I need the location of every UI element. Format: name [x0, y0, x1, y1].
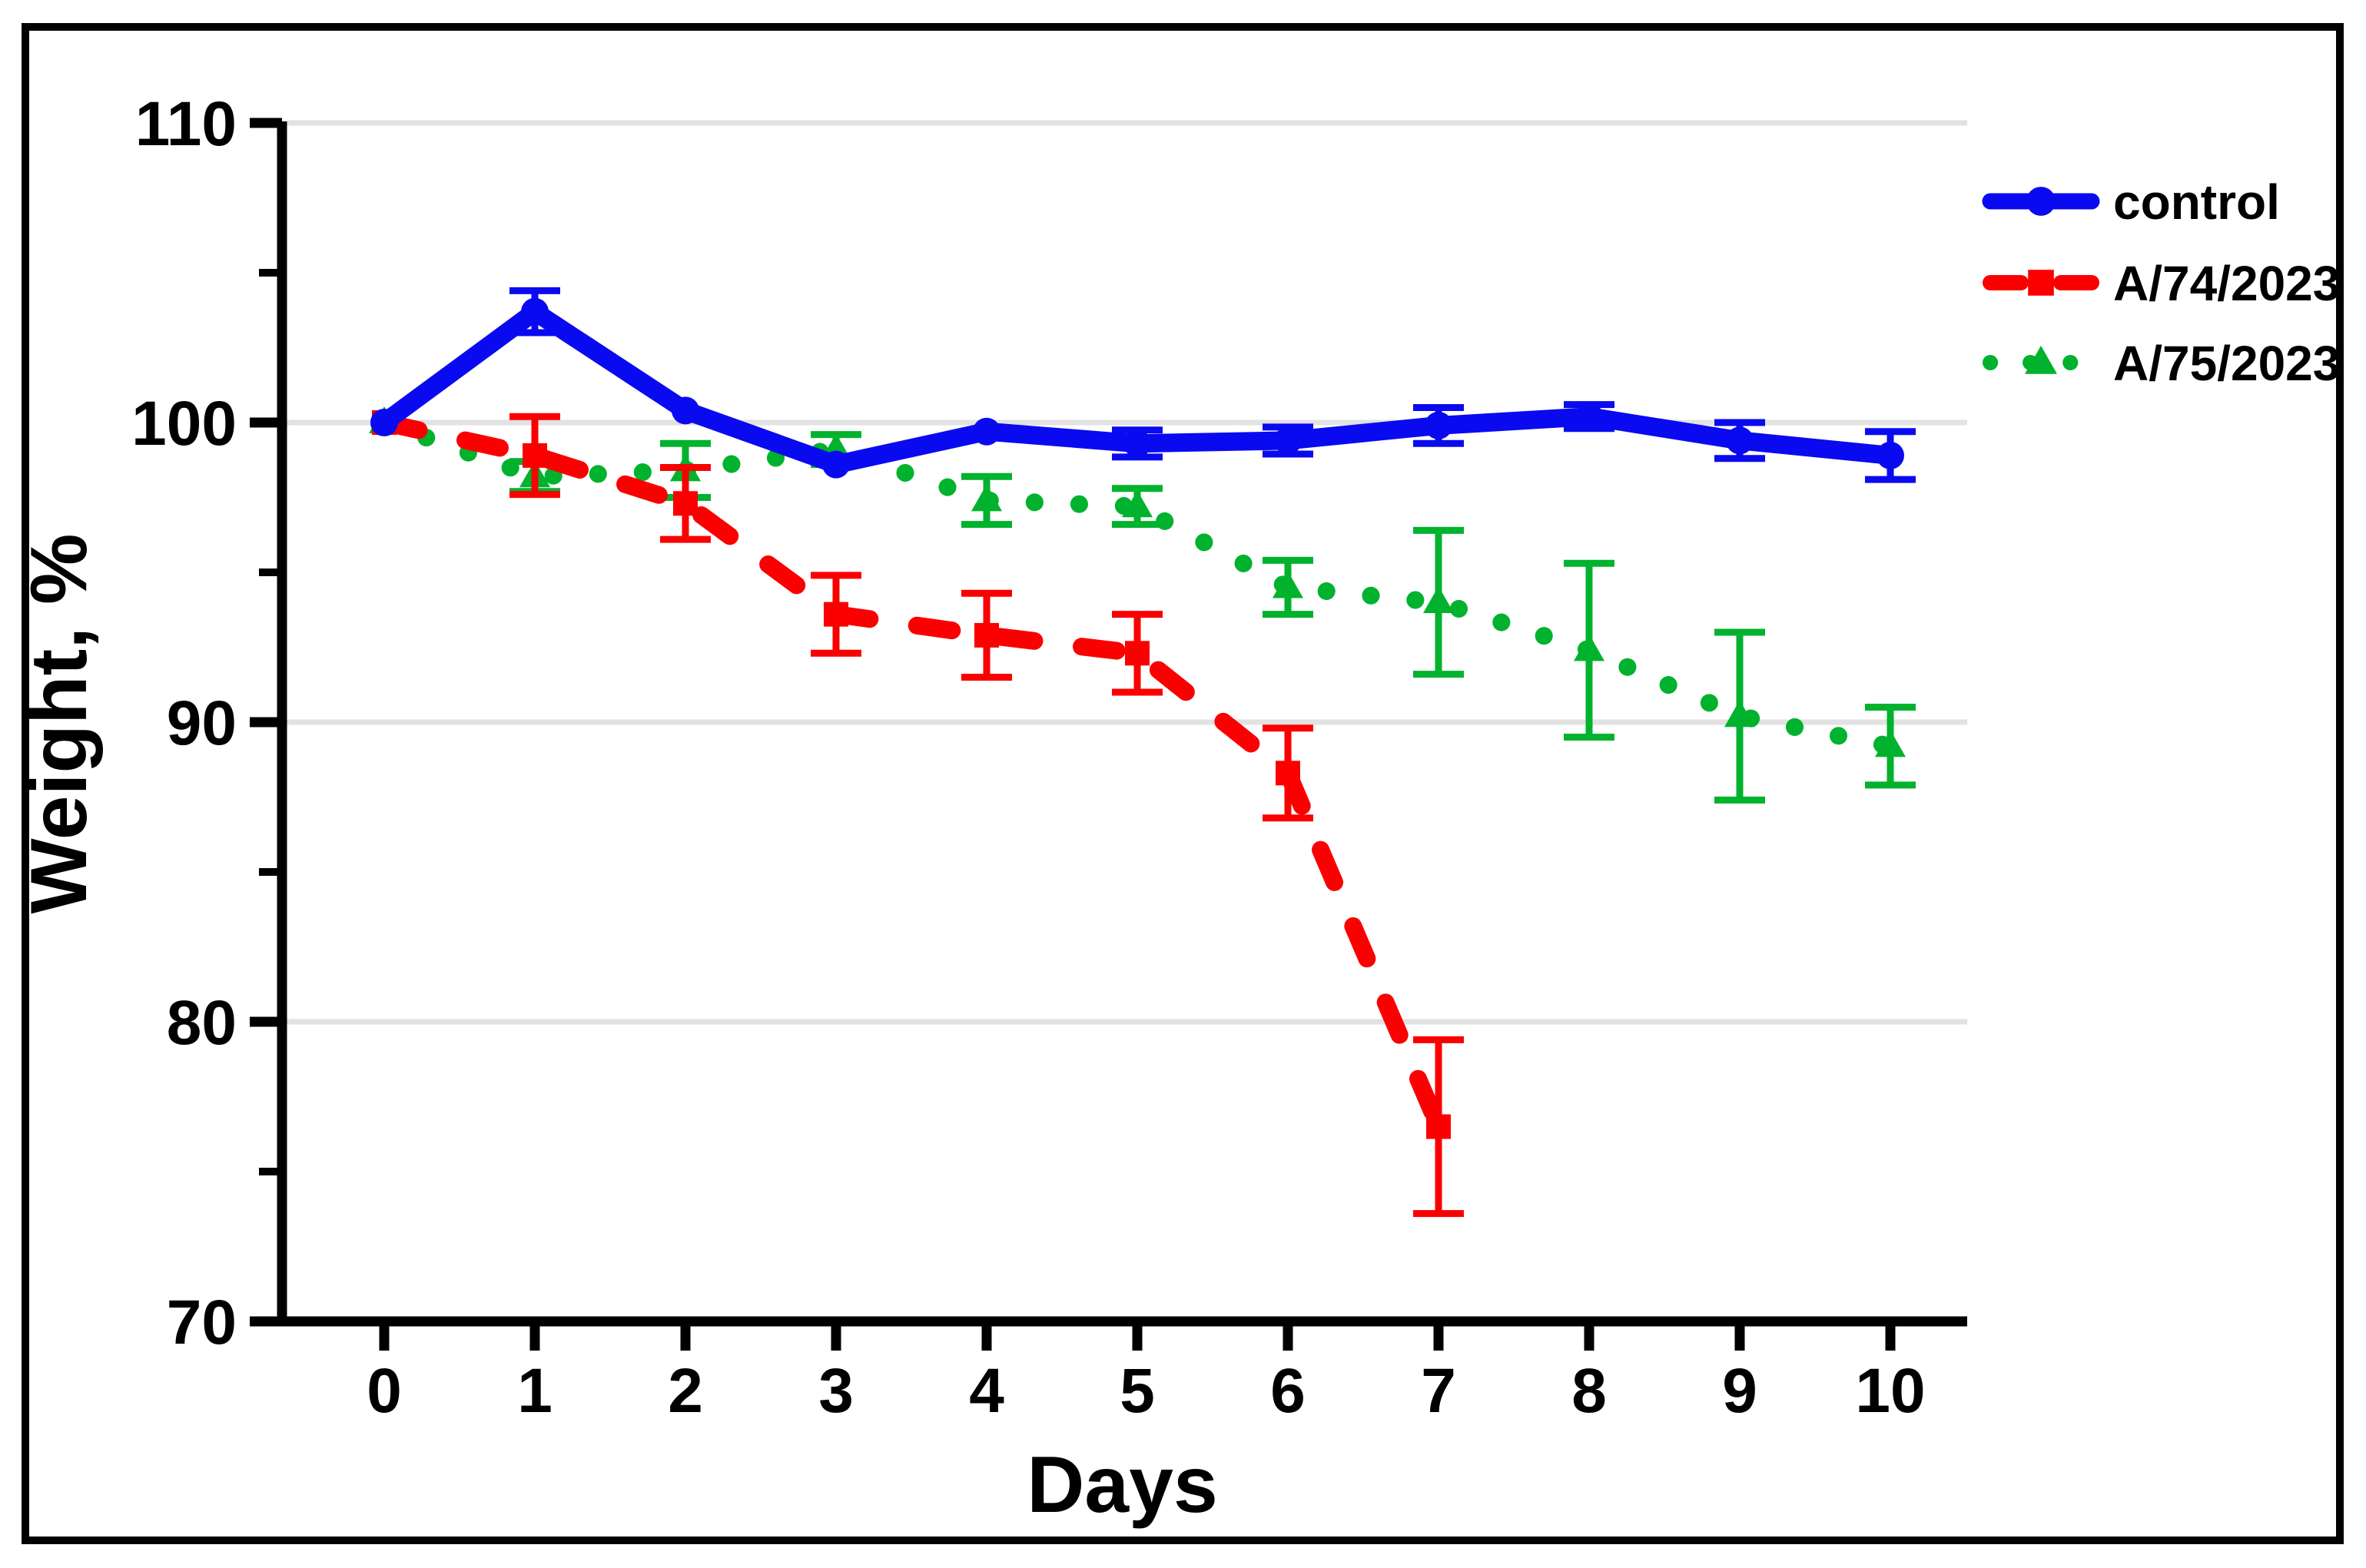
x-tick-label-10: 10	[1855, 1356, 1925, 1426]
data-point-circle	[1425, 411, 1452, 439]
data-point-triangle	[1724, 700, 1755, 728]
y-tick-label-70: 70	[167, 1288, 237, 1357]
legend: control A/74/2023 A/75/2023	[1982, 174, 2340, 391]
data-point-triangle	[971, 484, 1002, 512]
x-tick-label-9: 9	[1722, 1356, 1757, 1426]
legend-label: A/75/2023	[2113, 336, 2340, 391]
x-tick-label-6: 6	[1270, 1356, 1306, 1426]
data-point-circle	[973, 417, 1000, 446]
axes: 70 80 90 100 110 0 1 2 3 4 5 6 7 8 9 10 Days Weight, %	[15, 89, 1967, 1530]
y-tick-label-100: 100	[131, 389, 237, 459]
data-point-circle	[672, 396, 699, 425]
data-point-circle	[1274, 426, 1302, 455]
data-point-triangle	[1574, 634, 1604, 661]
x-tick-label-2: 2	[668, 1356, 703, 1426]
x-tick-label-5: 5	[1120, 1356, 1155, 1426]
x-tick-label-3: 3	[818, 1356, 854, 1426]
data-point-square	[523, 443, 547, 468]
data-point-triangle	[1122, 490, 1153, 518]
data-point-triangle	[1423, 586, 1454, 613]
series-control	[370, 287, 1916, 483]
data-point-triangle	[1273, 571, 1303, 598]
x-tick-label-4: 4	[969, 1356, 1004, 1426]
data-point-triangle	[1875, 730, 1906, 757]
y-tick-label-80: 80	[167, 988, 237, 1058]
figure-border	[22, 23, 2344, 1544]
data-point-circle	[370, 409, 398, 436]
data-point-triangle	[2025, 345, 2057, 374]
data-point-square	[824, 602, 848, 627]
data-point-circle	[822, 450, 850, 479]
data-point-square	[1426, 1114, 1451, 1139]
data-point-circle	[2026, 187, 2056, 216]
y-tick-label-110: 110	[135, 89, 237, 159]
y-tick-label-90: 90	[167, 688, 237, 758]
data-point-circle	[1877, 441, 1904, 469]
legend-item-control: control	[1982, 174, 2280, 230]
data-point-circle	[1123, 429, 1151, 458]
y-axis-title: Weight, %	[15, 534, 104, 914]
legend-label: control	[2113, 174, 2280, 230]
legend-item-a-75-2023: A/75/2023	[1983, 336, 2340, 391]
data-point-square	[974, 622, 999, 648]
data-point-square	[1276, 761, 1300, 786]
data-point-square	[1125, 641, 1150, 666]
x-tick-label-1: 1	[517, 1356, 553, 1426]
legend-item-a-74-2023: A/74/2023	[1983, 256, 2340, 311]
x-axis-title: Days	[1027, 1440, 1218, 1530]
x-tick-label-0: 0	[367, 1356, 402, 1426]
data-point-circle	[1575, 403, 1603, 431]
x-tick-label-7: 7	[1421, 1356, 1456, 1426]
legend-label: A/74/2023	[2113, 256, 2340, 311]
data-point-circle	[1726, 426, 1754, 455]
data-point-square	[2028, 270, 2054, 296]
series-line	[375, 413, 1448, 1135]
x-tick-label-8: 8	[1571, 1356, 1607, 1426]
gridlines	[287, 120, 1967, 1025]
data-point-circle	[521, 297, 549, 326]
series-line	[375, 413, 1900, 755]
markers	[370, 297, 1904, 479]
data-point-square	[673, 491, 698, 516]
